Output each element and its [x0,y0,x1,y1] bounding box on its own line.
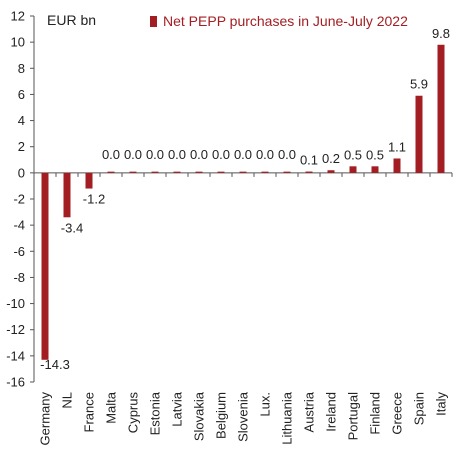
bar [393,158,401,173]
data-label: 0.0 [102,147,120,162]
data-label: 0.0 [190,147,208,162]
data-label: 0.2 [322,151,340,166]
category-label: Lux. [258,392,273,417]
category-label: Lithuania [280,391,295,445]
data-label: 0.0 [168,147,186,162]
y-tick-label: 4 [18,113,25,128]
data-label: -1.2 [83,192,105,207]
y-tick-label: -10 [6,296,25,311]
data-label: 0.0 [234,147,252,162]
y-tick-label: -16 [6,375,25,390]
bar [107,171,115,173]
data-label: 0.0 [146,147,164,162]
bar [85,172,93,189]
data-label: 0.0 [256,147,274,162]
category-label: Finland [368,392,383,435]
bar [305,171,313,173]
bar [217,171,225,173]
category-label: France [82,392,97,432]
category-label: Malta [104,391,119,424]
category-label: Austria [302,391,317,432]
data-label: 0.0 [212,147,230,162]
data-label: 9.8 [432,26,450,41]
y-tick-label: 6 [18,87,25,102]
y-tick-label: -6 [13,244,25,259]
category-label: Cyprus [126,392,141,434]
bar [239,171,247,173]
y-tick-label: -14 [6,348,25,363]
category-label: Slovakia [192,391,207,441]
y-tick-label: 2 [18,139,25,154]
y-tick-label: 12 [11,9,25,24]
category-label: Spain [412,392,427,425]
bar [371,166,379,173]
legend-swatch [150,15,157,27]
data-label: 5.9 [410,77,428,92]
legend-label: Net PEPP purchases in June-July 2022 [163,13,408,29]
category-label: Germany [38,392,53,446]
bar [63,172,71,218]
data-label: 0.0 [124,147,142,162]
bar [151,171,159,173]
data-label: 0.0 [278,147,296,162]
data-label: 0.5 [366,147,384,162]
data-label: -14.3 [40,357,70,372]
bar [261,171,269,173]
category-label: Belgium [214,392,229,439]
bar [327,170,335,173]
bar [415,95,423,173]
category-label: Estonia [148,391,163,435]
y-tick-label: 10 [11,35,25,50]
category-label: Slovenia [236,391,251,442]
y-tick-label: 0 [18,165,25,180]
category-label: Ireland [324,392,339,432]
y-tick-label: -4 [13,218,25,233]
y-tick-label: -8 [13,270,25,285]
unit-label: EUR bn [47,12,97,28]
bar [349,166,357,173]
bar [173,171,181,173]
y-tick-label: -2 [13,192,25,207]
bar [129,171,137,173]
legend: Net PEPP purchases in June-July 2022 [150,13,408,29]
data-label: 0.1 [300,153,318,168]
category-label: NL [60,392,75,409]
bar [437,44,445,173]
category-label: Italy [434,392,449,416]
category-label: Latvia [170,391,185,426]
category-label: Portugal [346,392,361,441]
bar [41,172,49,360]
category-label: Greece [390,392,405,435]
data-label: 1.1 [388,139,406,154]
y-tick-label: 8 [18,61,25,76]
bar [195,171,203,173]
y-tick-label: -12 [6,322,25,337]
data-label: 0.5 [344,147,362,162]
bar [283,171,291,173]
data-label: -3.4 [61,220,83,235]
